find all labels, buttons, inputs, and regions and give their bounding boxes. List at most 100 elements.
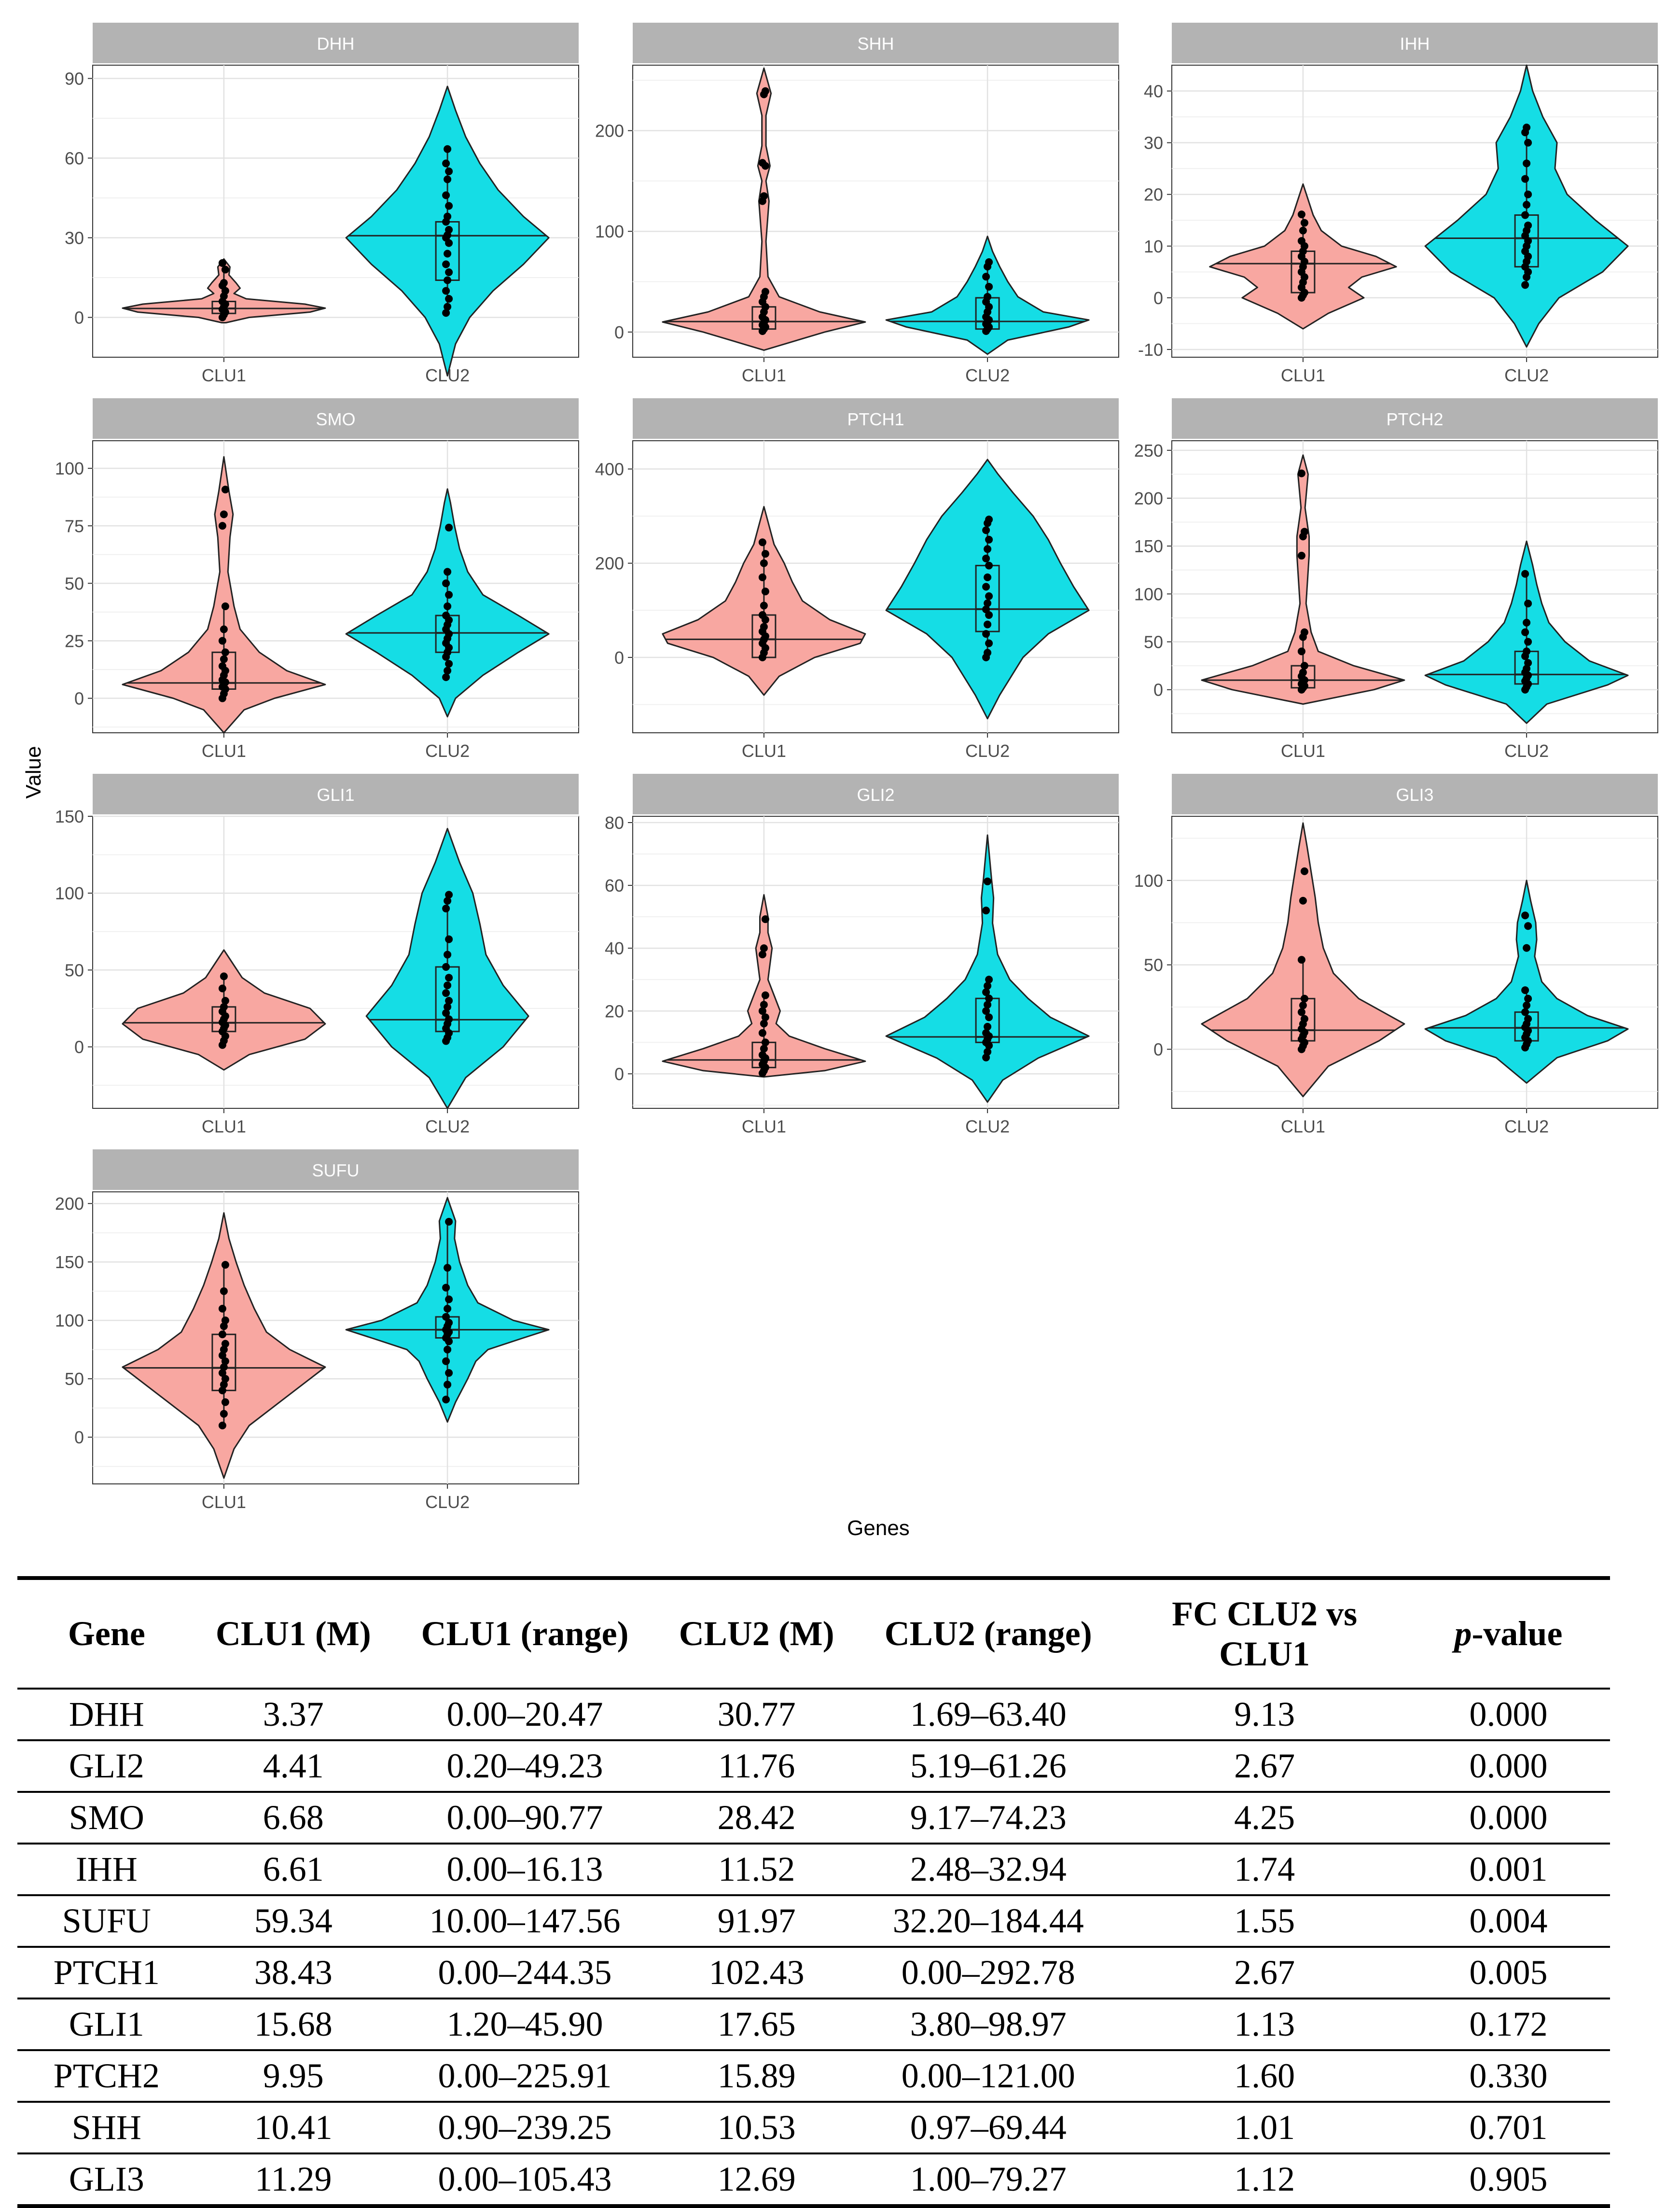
data-point (221, 1261, 229, 1269)
facet-gli3: GLI3 0 50 100 CLU1 CLU2 (1134, 774, 1658, 1136)
data-point (444, 175, 452, 183)
y-tick-label: 20 (605, 1001, 624, 1021)
y-tick-label: 0 (1153, 288, 1163, 308)
data-point (984, 982, 992, 990)
cell-gene: SUFU (62, 1901, 151, 1940)
table-header-row: Gene CLU1 (M) CLU1 (range) CLU2 (M) CLU2… (17, 1578, 1610, 1689)
data-point (760, 1020, 768, 1028)
results-table-container: Gene CLU1 (M) CLU1 (range) CLU2 (M) CLU2… (17, 1576, 1610, 2208)
cell-clu1-m: 38.43 (254, 1953, 333, 1992)
data-point (758, 538, 766, 546)
data-point (758, 1029, 766, 1037)
data-point (1300, 994, 1308, 1003)
data-point (444, 1264, 452, 1272)
data-point (761, 550, 769, 558)
data-point (984, 545, 992, 553)
data-point (442, 1396, 450, 1404)
cell-clu2-m: 28.42 (717, 1798, 796, 1837)
cell-fc: 9.13 (1234, 1695, 1295, 1733)
data-point (1523, 201, 1531, 209)
data-point (220, 1381, 228, 1389)
header-fc: FC CLU2 vs CLU1 (1172, 1594, 1358, 1673)
x-tick-label: CLU1 (202, 1492, 246, 1512)
facet-strip (1172, 23, 1658, 63)
cell-clu1-range: 0.90–239.25 (438, 2108, 612, 2147)
data-point (1523, 647, 1531, 656)
cell-gene: IHH (75, 1850, 138, 1888)
violin-clu1 (662, 67, 866, 351)
cell-clu2-m: 17.65 (717, 2005, 796, 2043)
data-point (1521, 628, 1529, 636)
data-point (221, 1316, 229, 1325)
data-point (1521, 175, 1529, 183)
cell-clu1-range: 0.00–225.91 (438, 2056, 612, 2095)
cell-fc: 1.13 (1234, 2005, 1295, 2043)
facet-ihh: IHH -10 0 10 20 30 40 CLU1 CLU2 (1138, 23, 1658, 385)
y-tick-label: 90 (65, 69, 84, 89)
cell-fc: 1.01 (1234, 2108, 1295, 2147)
data-point (1521, 1008, 1529, 1016)
cell-clu2-m: 11.76 (718, 1747, 795, 1785)
data-point (218, 1330, 226, 1339)
data-point (445, 891, 453, 899)
cell-fc: 1.60 (1234, 2056, 1295, 2095)
cell-clu1-range: 0.00–20.47 (446, 1695, 603, 1733)
facet-title: SMO (316, 409, 355, 429)
data-point (442, 191, 450, 199)
cell-clu2-m: 102.43 (708, 1953, 805, 1992)
data-point (984, 1022, 992, 1031)
data-point (985, 535, 993, 544)
data-point (761, 288, 769, 296)
facet-strip (633, 774, 1119, 814)
data-point (218, 259, 226, 267)
data-point (442, 673, 450, 681)
cell-clu1-range: 0.00–105.43 (438, 2160, 612, 2198)
table-body: DHH 3.37 0.00–20.47 30.77 1.69–63.40 9.13 0.00… (17, 1689, 1610, 2206)
p-italic: p (1454, 1614, 1472, 1653)
p-value-suffix: -value (1472, 1614, 1563, 1653)
data-point (220, 1287, 228, 1295)
y-tick-label: 0 (74, 308, 84, 328)
data-point (445, 268, 453, 276)
header-clu2-m: CLU2 (M) (679, 1614, 834, 1653)
data-point (442, 579, 450, 587)
cell-clu1-range: 0.20–49.23 (446, 1747, 603, 1785)
data-point (984, 573, 992, 581)
cell-clu1-range: 0.00–90.77 (446, 1798, 603, 1837)
violin-clu1 (1201, 454, 1405, 705)
table-row: SMO 6.68 0.00–90.77 28.42 9.17–74.23 4.25 0.00… (17, 1792, 1610, 1844)
data-point (445, 935, 453, 943)
y-tick-label: 60 (605, 876, 624, 895)
data-point (444, 1305, 452, 1313)
data-point (218, 637, 226, 645)
data-point (444, 1381, 452, 1389)
table-row: GLI3 11.29 0.00–105.43 12.69 1.00–79.27 1.12 0… (17, 2153, 1610, 2206)
data-point (758, 1007, 766, 1015)
data-point (1300, 662, 1308, 670)
data-point (442, 1313, 450, 1321)
y-tick-label: 80 (605, 813, 624, 833)
data-point (1524, 139, 1532, 147)
cell-gene: DHH (69, 1695, 144, 1733)
data-point (761, 1013, 769, 1021)
data-point (442, 1009, 450, 1017)
cell-clu2-range: 1.69–63.40 (910, 1695, 1067, 1733)
facet-gli1: GLI1 0 50 100 150 CLU1 CLU2 (55, 774, 579, 1136)
facet-title: PTCH2 (1386, 409, 1443, 429)
cell-p-value: 0.701 (1469, 2108, 1548, 2147)
data-point (760, 192, 768, 200)
data-point (758, 611, 766, 619)
data-point (760, 623, 768, 631)
x-tick-label: CLU1 (202, 1117, 246, 1136)
cell-clu1-m: 3.37 (263, 1695, 324, 1733)
cell-clu1-m: 11.29 (255, 2160, 332, 2198)
cell-clu2-range: 1.00–79.27 (910, 2160, 1067, 2198)
x-tick-label: CLU1 (202, 365, 246, 385)
data-point (758, 950, 766, 959)
data-point (1297, 552, 1305, 560)
x-tick-label: CLU1 (742, 1117, 786, 1136)
data-point (760, 559, 768, 567)
header-clu1-range: CLU1 (range) (421, 1614, 629, 1653)
data-point (221, 1375, 229, 1383)
data-point (1521, 911, 1529, 920)
